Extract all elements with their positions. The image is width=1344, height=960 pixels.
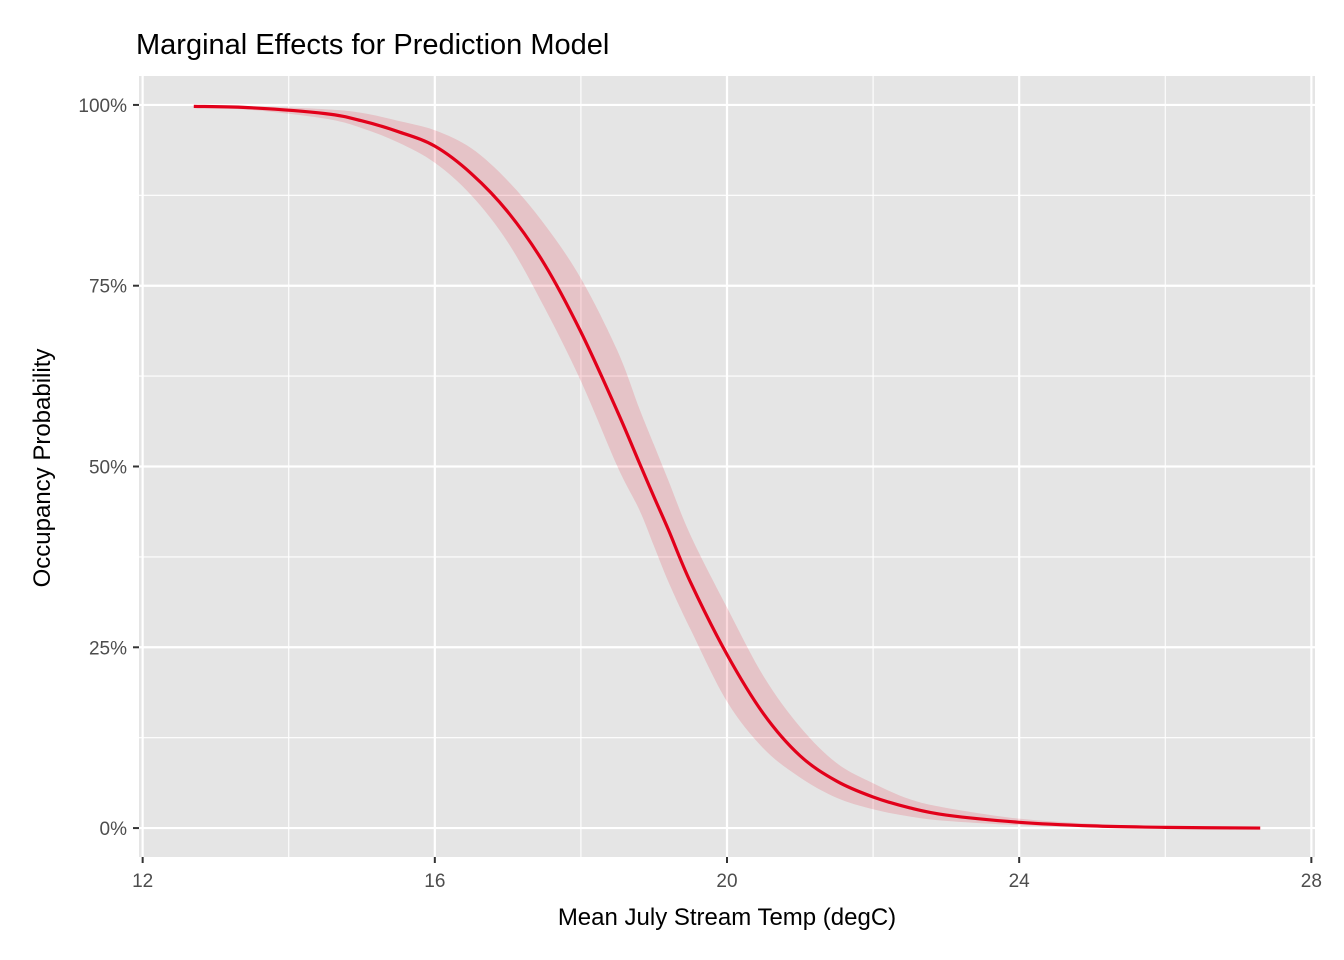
x-tick-label: 12 — [132, 871, 153, 892]
y-tick-label: 0% — [100, 819, 128, 840]
x-tick-label: 20 — [716, 871, 737, 892]
y-tick-label: 75% — [89, 277, 127, 298]
y-tick-label: 50% — [89, 458, 127, 479]
x-axis-ticks: 12 16 20 24 28 — [132, 857, 1322, 892]
chart-title: Marginal Effects for Prediction Model — [136, 29, 609, 61]
x-tick-label: 24 — [1009, 871, 1031, 892]
y-tick-label: 25% — [89, 638, 127, 659]
y-axis-ticks: 0% 25% 50% 75% 100% — [78, 96, 139, 840]
prediction-line — [193, 104, 1261, 830]
y-tick-label: 100% — [78, 96, 127, 117]
x-axis-title: Mean July Stream Temp (degC) — [558, 904, 896, 931]
major-gridlines — [139, 76, 1315, 857]
confidence-band — [193, 105, 1261, 829]
y-axis-title: Occupancy Probability — [29, 349, 56, 588]
x-tick-label: 28 — [1301, 871, 1322, 892]
x-tick-label: 16 — [424, 871, 445, 892]
